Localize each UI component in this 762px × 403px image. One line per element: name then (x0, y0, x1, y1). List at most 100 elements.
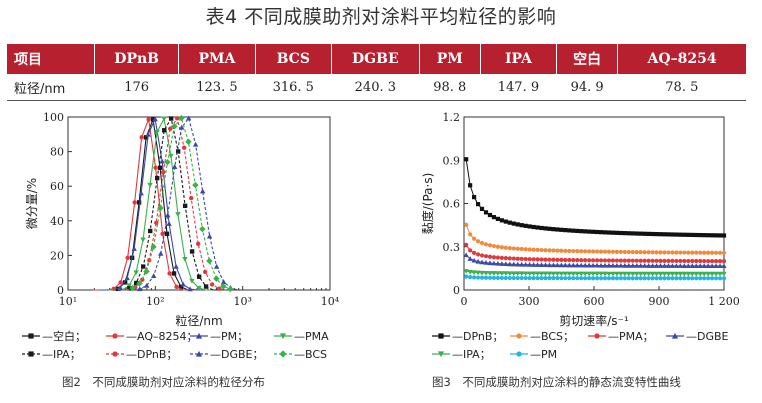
data-point (143, 268, 150, 275)
data-point (622, 231, 627, 236)
legend-entry: —PMA； (588, 330, 654, 343)
data-point (658, 276, 663, 281)
data-point (468, 275, 473, 280)
data-point (159, 158, 165, 164)
data-point (127, 286, 132, 291)
data-point (618, 249, 623, 255)
data-point (154, 129, 160, 135)
data-point (167, 271, 172, 276)
data-point (694, 232, 699, 238)
data-point (507, 246, 512, 251)
data-point (690, 276, 695, 281)
data-point (626, 271, 632, 277)
table-column-header: AQ–8254 (617, 44, 746, 74)
data-point (598, 230, 604, 235)
data-point (642, 263, 648, 268)
data-point (503, 271, 509, 276)
data-point (698, 250, 703, 255)
data-point (495, 244, 500, 249)
data-point (551, 227, 556, 232)
data-point (642, 271, 648, 277)
data-point (542, 262, 549, 268)
data-point (575, 228, 580, 234)
data-point (665, 263, 672, 268)
data-point (579, 249, 584, 254)
data-point (626, 249, 631, 255)
data-point (515, 261, 521, 267)
data-point (571, 276, 576, 281)
table-row: 粒径/nm 176 123. 5 316. 5 240. 3 98. 8 147… (7, 74, 746, 101)
data-point (721, 271, 727, 277)
data-point (185, 138, 192, 145)
data-point (638, 258, 643, 263)
data-point (710, 258, 715, 264)
series-line (115, 117, 221, 291)
data-point (535, 257, 540, 262)
data-point (630, 258, 635, 263)
legend-entry: —DGBE (666, 330, 729, 343)
data-point (646, 263, 652, 268)
data-point (213, 275, 220, 282)
data-point (614, 249, 620, 254)
data-point (464, 242, 469, 247)
legend-entry: —IPA； (432, 348, 491, 361)
data-point (697, 263, 703, 268)
data-point (670, 232, 675, 237)
data-point (682, 232, 687, 237)
table-cell: 123. 5 (178, 74, 256, 101)
data-point (622, 263, 628, 268)
data-point (690, 250, 695, 255)
data-point (705, 271, 711, 277)
data-point (182, 256, 188, 262)
data-point (650, 271, 656, 277)
data-point (622, 276, 627, 281)
data-point (487, 275, 493, 280)
data-point (491, 260, 497, 266)
data-point (495, 255, 500, 260)
data-point (551, 276, 556, 281)
data-point (638, 276, 643, 281)
data-point (698, 258, 703, 264)
data-point (685, 263, 691, 268)
data-point (503, 256, 508, 261)
data-point (147, 182, 153, 188)
data-point (563, 228, 568, 233)
series-6 (464, 274, 727, 281)
data-point (180, 281, 186, 287)
data-point (213, 263, 220, 269)
legend-entry: —BCS； (510, 330, 574, 343)
data-point (674, 258, 679, 264)
data-point (594, 258, 600, 263)
data-point (471, 270, 477, 276)
figure-3-caption: 图3 不同成膜助剂对应涂料的静态流变特性曲线 (432, 375, 681, 389)
data-point (161, 128, 167, 133)
data-point (475, 270, 481, 276)
data-point (634, 250, 639, 255)
data-point (654, 232, 659, 237)
data-point (463, 252, 469, 258)
data-point (717, 271, 723, 277)
data-point (653, 271, 660, 277)
data-point (531, 257, 536, 262)
data-point (566, 271, 572, 277)
data-point (653, 263, 660, 268)
data-point (487, 271, 493, 276)
y-tick-label: 1.2 (443, 111, 461, 124)
table-header-label: 项目 (7, 44, 95, 74)
legend-marker (671, 332, 679, 339)
table-cell: 240. 3 (331, 74, 420, 101)
data-point (124, 275, 130, 281)
y-tick-label: 0 (57, 284, 64, 297)
data-point (495, 260, 501, 266)
data-point (527, 247, 532, 252)
legend-label: —IPA； (452, 348, 491, 361)
data-point (571, 248, 576, 254)
data-point (475, 258, 481, 264)
data-point (614, 276, 620, 281)
data-point (602, 262, 608, 268)
data-point (507, 275, 512, 281)
data-point (531, 224, 536, 230)
data-point (475, 252, 481, 257)
data-point (610, 271, 616, 277)
data-point (206, 257, 213, 265)
